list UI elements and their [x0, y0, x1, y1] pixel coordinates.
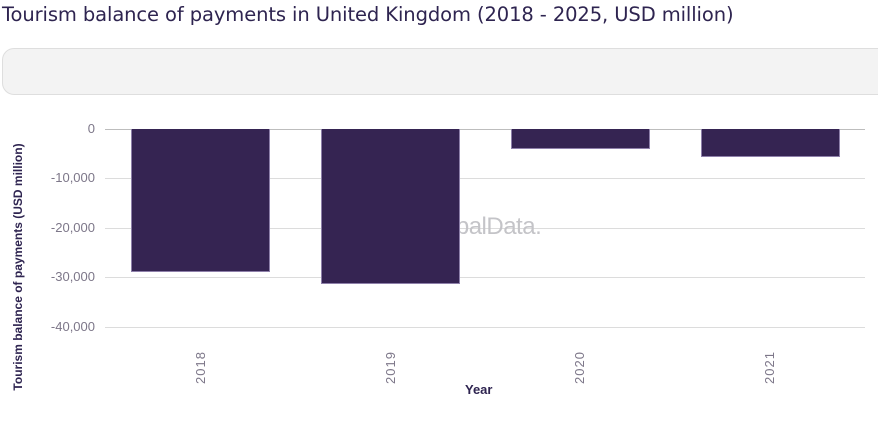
- gridline: [105, 129, 865, 130]
- x-tick: 2018: [192, 351, 208, 384]
- x-tick: 2019: [382, 351, 398, 384]
- x-axis-label: Year: [465, 382, 493, 397]
- bar-2021[interactable]: [701, 129, 840, 157]
- x-tick: 2021: [761, 351, 777, 384]
- bar-2019[interactable]: [321, 129, 460, 284]
- y-axis-label: Tourism balance of payments (USD million…: [11, 143, 25, 391]
- filter-bar[interactable]: [2, 48, 878, 95]
- gridline: [105, 228, 865, 229]
- y-tick: -10,000: [50, 170, 95, 185]
- y-tick: 0: [87, 121, 95, 136]
- bar-2020[interactable]: [511, 129, 650, 149]
- x-tick: 2020: [571, 351, 587, 384]
- page-title: Tourism balance of payments in United Ki…: [2, 3, 734, 26]
- y-tick: -40,000: [50, 319, 95, 334]
- gridline: [105, 327, 865, 328]
- gridline: [105, 178, 865, 179]
- y-tick: -20,000: [50, 220, 95, 235]
- bar-2018[interactable]: [131, 129, 270, 272]
- y-tick: -30,000: [50, 269, 95, 284]
- gridline: [105, 277, 865, 278]
